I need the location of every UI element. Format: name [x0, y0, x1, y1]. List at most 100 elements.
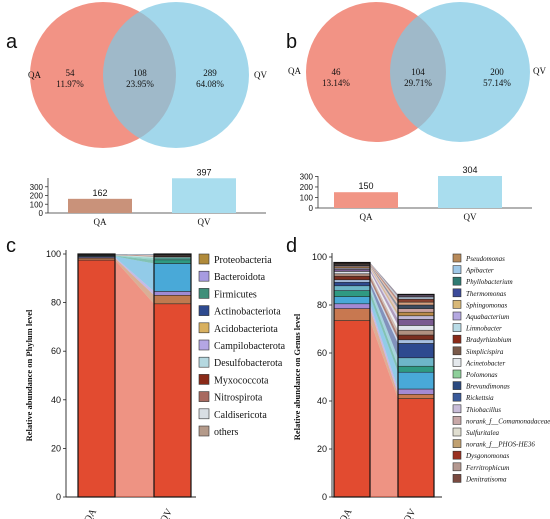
c-band	[115, 258, 154, 304]
b-bar-value-qv: 304	[462, 165, 477, 175]
d-legend-label: norank_f__PHOS-HE36	[466, 441, 535, 449]
d-band	[370, 285, 398, 367]
d-segment	[333, 320, 371, 498]
c-legend-swatch	[198, 425, 210, 437]
c-legend-label: Bacteroidota	[214, 272, 266, 283]
c-x-label-qa: QA	[82, 506, 99, 519]
c-segment	[153, 291, 192, 296]
panel-label-c: c	[6, 235, 16, 257]
stacked-chart-c: 0 20 40 60 80 100 Relative abundance on Phylum…	[24, 249, 286, 519]
d-legend-label: Rickettsia	[465, 394, 494, 402]
d-segment	[397, 304, 435, 309]
d-legend-label: Phyllobacterium	[465, 278, 513, 286]
d-legend-label: Dysgonomonas	[465, 452, 509, 460]
c-legend-swatch	[198, 374, 210, 385]
d-band	[370, 266, 398, 316]
c-segment	[153, 303, 192, 498]
c-legend-swatch	[198, 339, 210, 351]
d-band	[370, 296, 398, 389]
d-band	[370, 303, 398, 395]
d-legend-label: norank_f__Comamonadaceae	[466, 417, 550, 425]
venn-a-right-circle	[103, 2, 249, 148]
d-segment	[397, 325, 435, 331]
d-segment	[397, 334, 435, 341]
c-y-tick-label: 40	[51, 395, 61, 405]
panel-label-b: b	[286, 31, 297, 53]
d-y-tick-label: 20	[317, 444, 327, 454]
d-segment	[333, 269, 371, 272]
d-legend-label: Pseudomonas	[465, 255, 505, 263]
c-legend-swatch	[198, 253, 210, 265]
d-segment	[333, 290, 371, 297]
d-y-tick-label: 60	[317, 348, 327, 358]
d-segment	[397, 315, 435, 320]
b-y-tick-label: 0	[309, 204, 314, 213]
c-bar-outline-qv	[153, 253, 192, 498]
d-segment	[397, 329, 435, 336]
c-band	[115, 260, 154, 497]
b-y-tick-label: 300	[300, 172, 314, 181]
d-band	[370, 268, 398, 320]
c-legend-label: others	[214, 427, 239, 438]
d-band	[370, 262, 398, 297]
d-segment	[397, 301, 435, 306]
d-y-tick-label: 0	[322, 492, 327, 502]
d-segment	[397, 371, 435, 390]
d-x-label-qa: QA	[338, 506, 355, 519]
d-segment	[397, 398, 435, 498]
venn-b-right-name: QV	[533, 66, 546, 76]
d-legend-swatch	[452, 392, 462, 402]
d-legend-swatch	[452, 404, 462, 414]
c-bar-outline-qa	[77, 253, 116, 498]
d-legend-label: Acinetobacter	[465, 359, 506, 367]
venn-a-overlap-pct: 23.95%	[126, 79, 154, 89]
c-legend-label: Campilobacterota	[214, 341, 286, 352]
d-segment	[397, 296, 435, 300]
venn-a: QA QV 54 11.97% 108 23.95% 289 64.08%	[28, 2, 267, 148]
d-band	[370, 279, 398, 344]
c-segment	[153, 259, 192, 264]
c-x-label-qv: QV	[158, 506, 175, 519]
d-band	[370, 271, 398, 331]
c-legend-swatch	[198, 305, 210, 316]
c-legend-label: Desulfobacterota	[214, 358, 283, 369]
venn-a-overlap-count: 108	[133, 68, 147, 78]
c-band	[115, 256, 154, 292]
d-band	[370, 290, 398, 373]
d-legend-label: Thermomonas	[466, 290, 506, 298]
d-legend-label: Simplicispira	[466, 348, 504, 356]
d-y-tick-label: 100	[312, 252, 327, 262]
d-legend-swatch	[452, 311, 462, 321]
c-band	[115, 257, 154, 296]
c-band	[115, 254, 154, 256]
d-segment	[333, 279, 371, 283]
d-legend-label: Denitratisoma	[465, 475, 507, 483]
d-bar-outline-qv	[397, 293, 435, 498]
d-legend-label: Apibacter	[465, 267, 494, 275]
d-segment	[333, 296, 371, 305]
stacked-chart-d: 0 20 40 60 80 100 Relative abundance on Genus …	[292, 252, 550, 519]
d-x-label-qv: QV	[402, 506, 419, 519]
d-segment	[397, 319, 435, 326]
d-legend-swatch	[452, 323, 462, 332]
venn-b-left-name: QA	[288, 66, 301, 76]
c-legend-swatch	[198, 270, 210, 282]
b-x-label-qa: QA	[360, 212, 373, 222]
d-legend-label: Ferritrophicum	[465, 464, 509, 472]
b-bar-qv	[438, 176, 502, 208]
panel-label-d: d	[286, 235, 297, 257]
c-legend-label: Proteobacteria	[214, 255, 272, 266]
b-y-tick-label: 100	[300, 193, 314, 202]
d-segment	[397, 357, 435, 367]
d-band	[370, 269, 398, 326]
d-legend-swatch	[452, 358, 462, 367]
b-y-tick-label: 200	[300, 183, 314, 192]
d-legend-label: Sphingomonas	[466, 301, 508, 309]
c-band	[115, 255, 154, 264]
b-bar-qa	[334, 192, 398, 208]
a-bar-value-qa: 162	[92, 188, 107, 198]
c-legend-label: Firmicutes	[214, 289, 257, 300]
venn-a-right-pct: 64.08%	[196, 79, 224, 89]
venn-a-left-pct: 11.97%	[56, 79, 84, 89]
